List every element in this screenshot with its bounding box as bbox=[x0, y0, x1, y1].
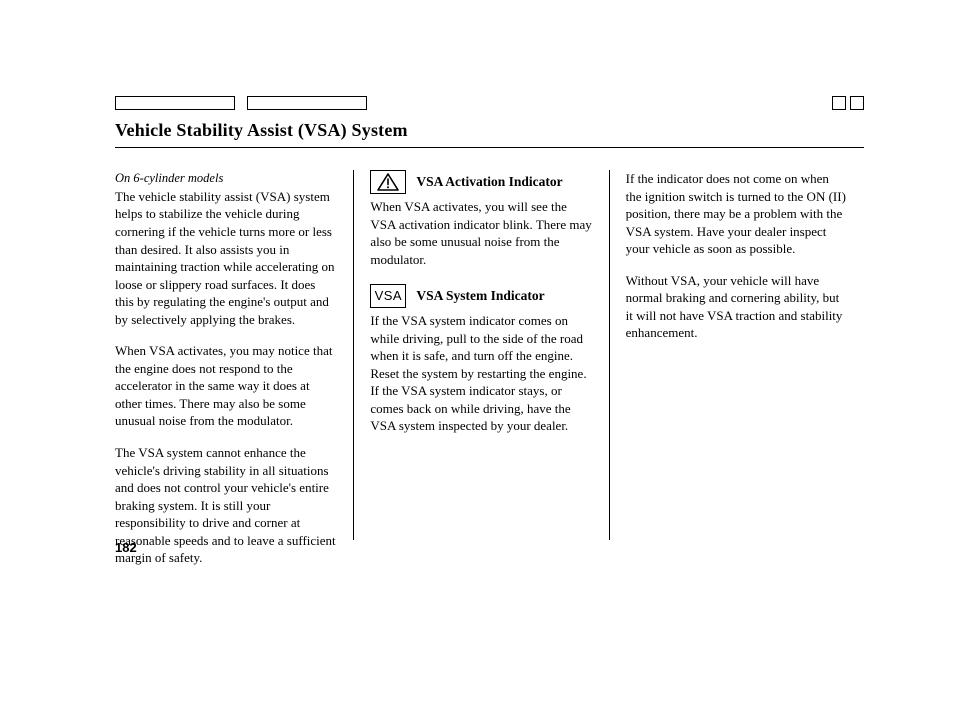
vsa-label-icon: VSA bbox=[370, 284, 406, 308]
crop-marks-right bbox=[832, 96, 864, 110]
crop-marks-left bbox=[115, 96, 367, 110]
column-2: VSA Activation Indicator When VSA activa… bbox=[353, 170, 608, 540]
manual-page: Vehicle Stability Assist (VSA) System On… bbox=[0, 0, 954, 710]
paragraph: If the indicator does not come on when t… bbox=[626, 170, 848, 258]
content-columns: On 6-cylinder models The vehicle stabili… bbox=[115, 170, 864, 540]
page-number: 182 bbox=[115, 540, 137, 555]
paragraph: If the VSA system indicator comes on whi… bbox=[370, 312, 592, 435]
warning-triangle-icon bbox=[370, 170, 406, 194]
paragraph: When VSA activates, you will see the VSA… bbox=[370, 198, 592, 268]
page-title: Vehicle Stability Assist (VSA) System bbox=[115, 120, 864, 141]
title-block: Vehicle Stability Assist (VSA) System bbox=[115, 120, 864, 148]
paragraph: When VSA activates, you may notice that … bbox=[115, 342, 337, 430]
column-1: On 6-cylinder models The vehicle stabili… bbox=[115, 170, 353, 540]
crop-marks bbox=[115, 96, 864, 110]
section-heading: VSA System Indicator bbox=[416, 287, 544, 305]
crop-box bbox=[115, 96, 235, 110]
crop-box bbox=[832, 96, 846, 110]
vsa-label-text: VSA bbox=[375, 287, 403, 305]
indicator-heading-row: VSA Activation Indicator bbox=[370, 170, 592, 194]
indicator-heading-row: VSA VSA System Indicator bbox=[370, 284, 592, 308]
paragraph: Without VSA, your vehicle will have norm… bbox=[626, 272, 848, 342]
crop-box bbox=[247, 96, 367, 110]
column-3: If the indicator does not come on when t… bbox=[609, 170, 864, 540]
crop-box bbox=[850, 96, 864, 110]
section-heading: VSA Activation Indicator bbox=[416, 173, 562, 191]
paragraph: The VSA system cannot enhance the vehicl… bbox=[115, 444, 337, 567]
paragraph: The vehicle stability assist (VSA) syste… bbox=[115, 188, 337, 328]
model-note: On 6-cylinder models bbox=[115, 170, 337, 187]
